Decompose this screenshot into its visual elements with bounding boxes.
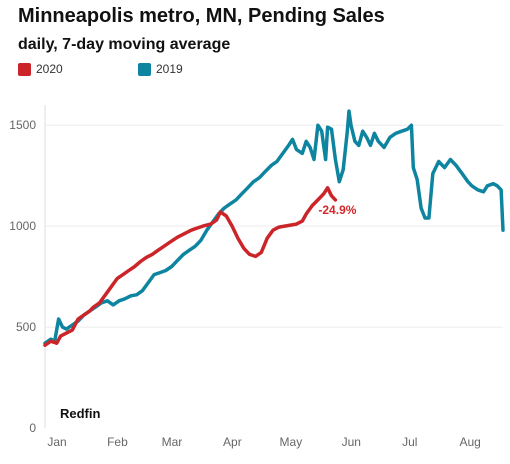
legend-label-2020: 2020 <box>36 62 63 76</box>
y-tick-label-500: 500 <box>16 320 36 334</box>
series-line-2020 <box>43 186 338 347</box>
x-tick-label-feb: Feb <box>107 435 128 449</box>
chart-title: Minneapolis metro, MN, Pending Sales <box>18 5 385 27</box>
legend-label-2019: 2019 <box>156 62 183 76</box>
x-tick-label-aug: Aug <box>459 435 480 449</box>
x-tick-label-mar: Mar <box>162 435 183 449</box>
legend-swatch-2020 <box>18 62 31 76</box>
chart-subtitle: daily, 7-day moving average <box>18 36 231 53</box>
series-line-2019 <box>43 109 505 345</box>
legend-item-2020: 2020 <box>18 62 63 76</box>
x-tick-label-jan: Jan <box>47 435 66 449</box>
x-tick-label-jul: Jul <box>402 435 417 449</box>
y-tick-label-0: 0 <box>29 421 36 435</box>
source-label: Redfin <box>60 406 101 421</box>
x-tick-label-jun: Jun <box>342 435 361 449</box>
annotation-label: -24.9% <box>318 203 356 217</box>
x-tick-label-apr: Apr <box>223 435 242 449</box>
legend: 2020 2019 <box>18 62 318 82</box>
x-tick-label-may: May <box>280 435 303 449</box>
y-tick-label-1000: 1000 <box>9 219 36 233</box>
legend-swatch-2019 <box>138 62 151 76</box>
legend-item-2019: 2019 <box>138 62 183 76</box>
y-tick-label-1500: 1500 <box>9 118 36 132</box>
